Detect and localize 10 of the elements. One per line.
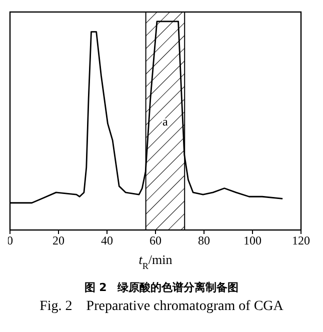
caption: Fig. 2 Preparative chromatogram of CGA	[38, 298, 284, 315]
x-tick-label: 20	[52, 234, 64, 248]
x-tick-label: 120	[292, 234, 310, 248]
x-tick-label: 60	[150, 234, 162, 248]
caption: 图 2 绿原酸的色谱分离制备图	[83, 280, 240, 295]
x-tick-label: 100	[244, 234, 262, 248]
x-tick-label: 80	[198, 234, 210, 248]
band-label: a	[162, 114, 169, 128]
x-tick-label: 40	[101, 234, 113, 248]
x-axis-title: t$_{R}$/min	[138, 252, 173, 271]
